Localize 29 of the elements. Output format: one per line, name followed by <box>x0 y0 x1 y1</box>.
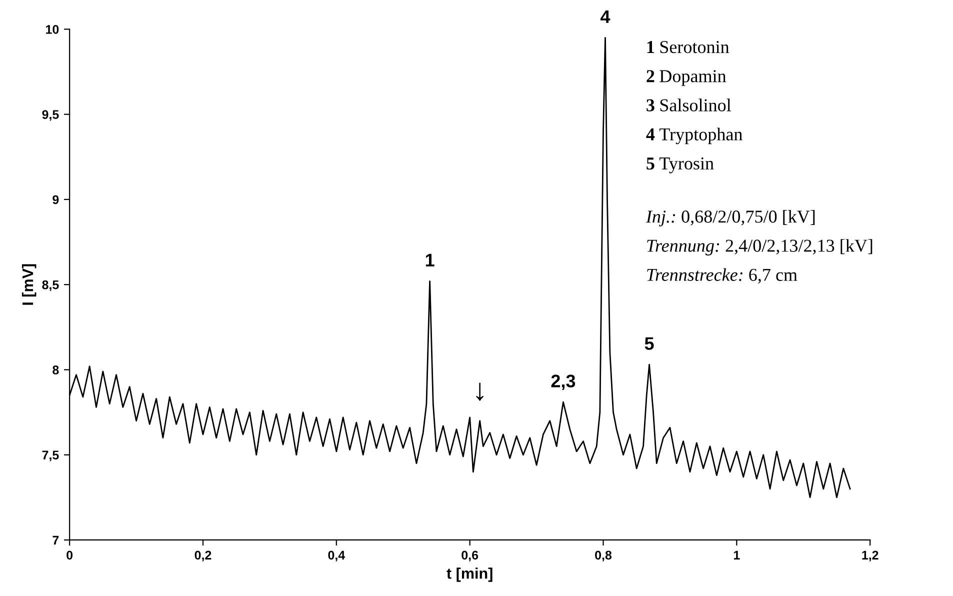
annotation: Trennung: 2,4/0/2,13/2,13 [kV] <box>647 239 872 256</box>
x-tick-label: 0,8 <box>595 550 612 562</box>
x-tick-label: 1 <box>734 550 740 560</box>
annotation: 5 <box>644 337 654 350</box>
annotation: 1 Serotonin <box>647 41 730 54</box>
x-tick-label: 0,4 <box>328 550 346 562</box>
annotation: 3 Salsolinol <box>646 98 732 112</box>
y-tick-label: 9,5 <box>42 110 59 121</box>
y-tick-label: 8 <box>52 366 59 374</box>
annotation: 2 Dopamin <box>646 70 726 86</box>
annotation: Trennstrecke: 6,7 cm <box>647 268 798 284</box>
annotation: 2,3 <box>551 374 576 390</box>
x-axis-title: t [min] <box>446 568 492 582</box>
y-tick-label: 9 <box>52 195 59 204</box>
annotation: 5 Tyrosin <box>646 157 714 174</box>
x-tick-label: 0,2 <box>194 550 212 562</box>
x-tick-label: 1,2 <box>862 550 878 562</box>
y-tick-label: 8,5 <box>42 280 59 292</box>
annotation: 4 Tryptophan <box>646 128 742 144</box>
y-tick-label: 10 <box>46 25 59 34</box>
y-tick-label: 7,5 <box>42 450 59 462</box>
annotation: Inj.: 0,68/2/0,75/0 [kV] <box>646 210 815 226</box>
x-tick-label: 0 <box>66 550 73 560</box>
annotation: 4 <box>600 10 610 23</box>
annotation: ↓ <box>476 382 484 401</box>
y-tick-label: 7 <box>52 536 59 545</box>
annotation: 1 <box>426 254 434 266</box>
y-axis-title: I [mV] <box>22 264 36 305</box>
x-tick-label: 0,6 <box>462 550 478 562</box>
